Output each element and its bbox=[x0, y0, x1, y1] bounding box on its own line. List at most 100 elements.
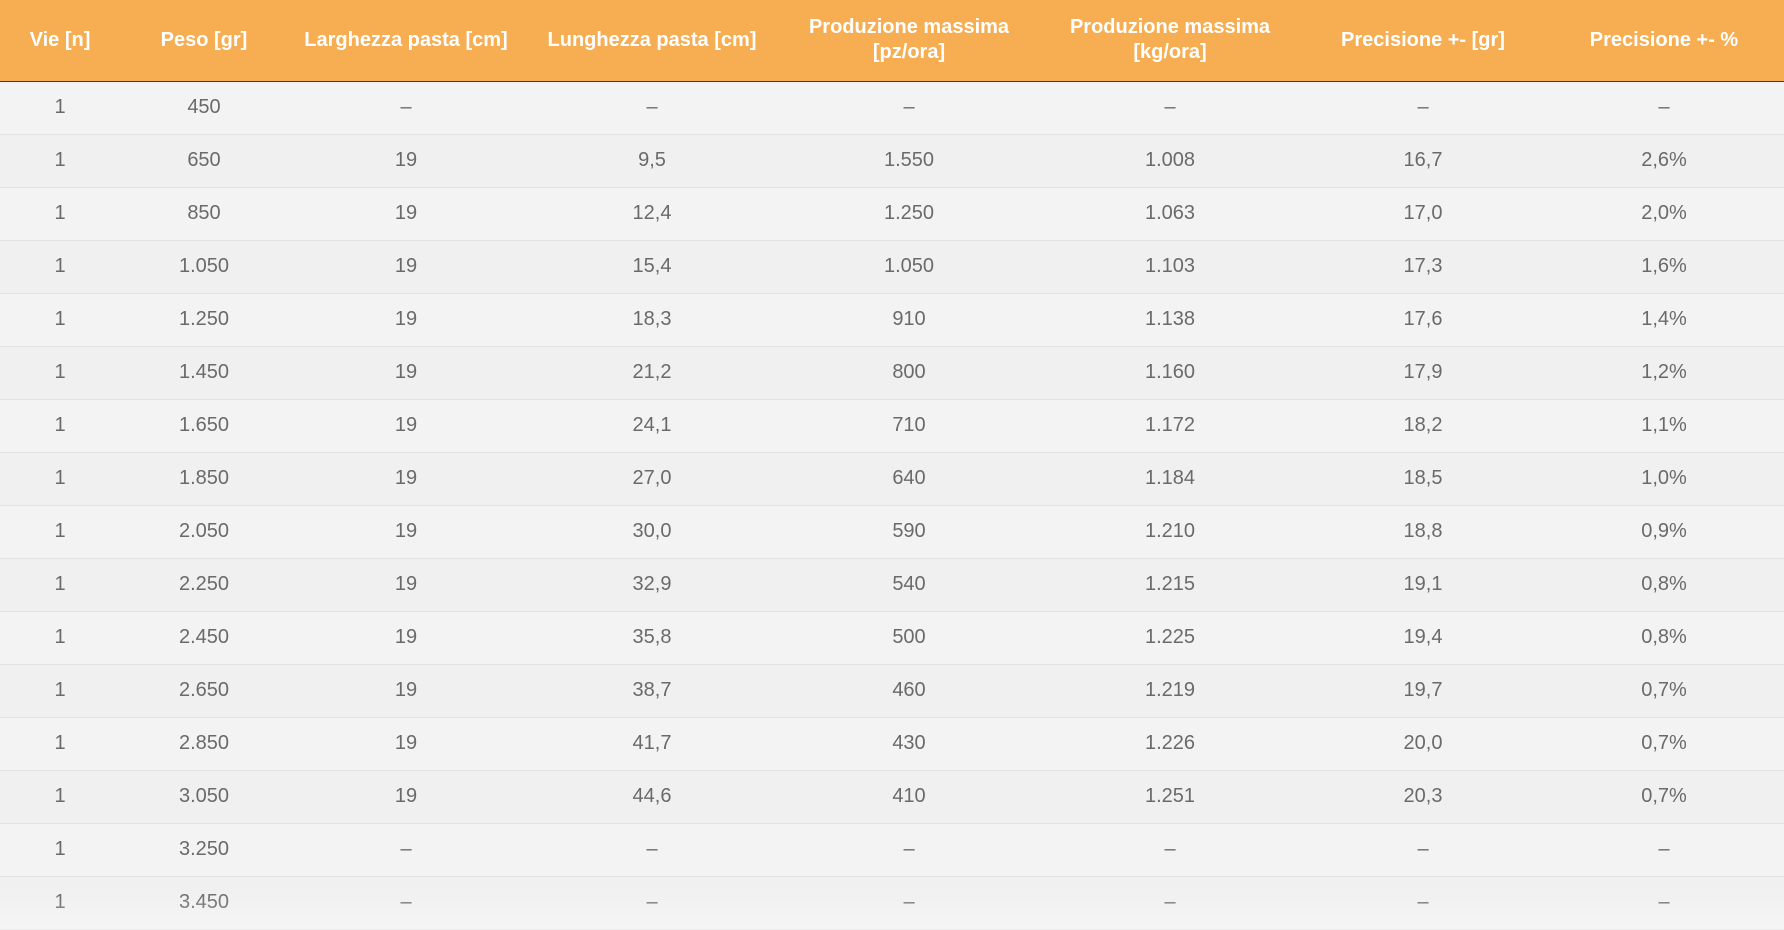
cell-produzione-kg: 1.225 bbox=[1038, 611, 1302, 665]
cell-precisione-pct: – bbox=[1544, 81, 1784, 135]
table-row: 1 1.850 19 27,0 640 1.184 18,5 1,0% bbox=[0, 452, 1784, 506]
cell-produzione-kg: 1.103 bbox=[1038, 240, 1302, 294]
cell-precisione-gr: – bbox=[1302, 876, 1544, 930]
cell-larghezza: 19 bbox=[288, 664, 524, 718]
column-header-produzione-pz: Produzione massima [pz/ora] bbox=[780, 0, 1038, 82]
cell-precisione-gr: 20,3 bbox=[1302, 770, 1544, 824]
cell-peso: 1.050 bbox=[120, 240, 288, 294]
cell-vie: 1 bbox=[0, 823, 120, 877]
cell-lunghezza: 32,9 bbox=[524, 558, 780, 612]
cell-peso: 1.650 bbox=[120, 399, 288, 453]
cell-produzione-kg: 1.210 bbox=[1038, 505, 1302, 559]
cell-produzione-pz: 910 bbox=[780, 293, 1038, 347]
cell-precisione-gr: 18,8 bbox=[1302, 505, 1544, 559]
cell-larghezza: 19 bbox=[288, 346, 524, 400]
cell-precisione-gr: 19,4 bbox=[1302, 611, 1544, 665]
cell-produzione-pz: – bbox=[780, 823, 1038, 877]
cell-peso: 850 bbox=[120, 187, 288, 241]
table-row: 1 1.050 19 15,4 1.050 1.103 17,3 1,6% bbox=[0, 240, 1784, 294]
cell-vie: 1 bbox=[0, 293, 120, 347]
cell-vie: 1 bbox=[0, 558, 120, 612]
cell-lunghezza: 41,7 bbox=[524, 717, 780, 771]
cell-lunghezza: 24,1 bbox=[524, 399, 780, 453]
cell-vie: 1 bbox=[0, 399, 120, 453]
cell-produzione-pz: 410 bbox=[780, 770, 1038, 824]
table-row: 1 1.650 19 24,1 710 1.172 18,2 1,1% bbox=[0, 399, 1784, 453]
cell-precisione-pct: 1,6% bbox=[1544, 240, 1784, 294]
cell-larghezza: 19 bbox=[288, 293, 524, 347]
cell-precisione-gr: 19,7 bbox=[1302, 664, 1544, 718]
cell-precisione-pct: 0,7% bbox=[1544, 770, 1784, 824]
table-row: 1 2.450 19 35,8 500 1.225 19,4 0,8% bbox=[0, 611, 1784, 665]
cell-peso: 2.650 bbox=[120, 664, 288, 718]
cell-precisione-gr: – bbox=[1302, 81, 1544, 135]
cell-produzione-kg: 1.251 bbox=[1038, 770, 1302, 824]
cell-precisione-pct: 0,8% bbox=[1544, 611, 1784, 665]
cell-precisione-pct: 0,7% bbox=[1544, 664, 1784, 718]
cell-larghezza: 19 bbox=[288, 558, 524, 612]
column-header-peso: Peso [gr] bbox=[120, 0, 288, 82]
cell-produzione-kg: 1.063 bbox=[1038, 187, 1302, 241]
cell-produzione-pz: 1.250 bbox=[780, 187, 1038, 241]
cell-peso: 650 bbox=[120, 134, 288, 188]
cell-precisione-pct: 1,4% bbox=[1544, 293, 1784, 347]
cell-precisione-gr: 17,6 bbox=[1302, 293, 1544, 347]
cell-peso: 2.450 bbox=[120, 611, 288, 665]
cell-peso: 3.050 bbox=[120, 770, 288, 824]
cell-lunghezza: 38,7 bbox=[524, 664, 780, 718]
cell-produzione-kg: – bbox=[1038, 81, 1302, 135]
column-header-produzione-kg: Produzione massima [kg/ora] bbox=[1038, 0, 1302, 82]
cell-produzione-pz: 500 bbox=[780, 611, 1038, 665]
table-row: 1 3.450– – – – – – bbox=[0, 876, 1784, 930]
cell-vie: 1 bbox=[0, 346, 120, 400]
cell-vie: 1 bbox=[0, 187, 120, 241]
cell-larghezza: 19 bbox=[288, 134, 524, 188]
cell-peso: 450 bbox=[120, 81, 288, 135]
table-row: 1 450– – – – – – bbox=[0, 81, 1784, 135]
cell-larghezza: 19 bbox=[288, 505, 524, 559]
cell-produzione-pz: 1.550 bbox=[780, 134, 1038, 188]
table-row: 1 2.250 19 32,9 540 1.215 19,1 0,8% bbox=[0, 558, 1784, 612]
cell-precisione-gr: 16,7 bbox=[1302, 134, 1544, 188]
cell-produzione-kg: 1.160 bbox=[1038, 346, 1302, 400]
cell-peso: 1.450 bbox=[120, 346, 288, 400]
cell-peso: 1.250 bbox=[120, 293, 288, 347]
table-row: 1 3.250– – – – – – bbox=[0, 823, 1784, 877]
cell-precisione-pct: 0,9% bbox=[1544, 505, 1784, 559]
cell-precisione-gr: 19,1 bbox=[1302, 558, 1544, 612]
table-row: 1 650 19 9,5 1.550 1.008 16,7 2,6% bbox=[0, 134, 1784, 188]
column-header-precisione-gr: Precisione +- [gr] bbox=[1302, 0, 1544, 82]
cell-vie: 1 bbox=[0, 134, 120, 188]
cell-larghezza: 19 bbox=[288, 452, 524, 506]
cell-larghezza: – bbox=[288, 823, 524, 877]
cell-peso: 2.850 bbox=[120, 717, 288, 771]
cell-precisione-pct: 2,6% bbox=[1544, 134, 1784, 188]
table-row: 1 1.450 19 21,2 800 1.160 17,9 1,2% bbox=[0, 346, 1784, 400]
cell-precisione-pct: – bbox=[1544, 876, 1784, 930]
cell-produzione-pz: 540 bbox=[780, 558, 1038, 612]
cell-precisione-gr: 17,0 bbox=[1302, 187, 1544, 241]
cell-lunghezza: 44,6 bbox=[524, 770, 780, 824]
cell-lunghezza: 9,5 bbox=[524, 134, 780, 188]
cell-precisione-pct: 0,8% bbox=[1544, 558, 1784, 612]
cell-precisione-gr: 18,5 bbox=[1302, 452, 1544, 506]
cell-produzione-pz: – bbox=[780, 81, 1038, 135]
cell-produzione-kg: 1.172 bbox=[1038, 399, 1302, 453]
cell-precisione-gr: 18,2 bbox=[1302, 399, 1544, 453]
cell-lunghezza: 18,3 bbox=[524, 293, 780, 347]
cell-produzione-kg: 1.219 bbox=[1038, 664, 1302, 718]
cell-produzione-kg: 1.008 bbox=[1038, 134, 1302, 188]
cell-vie: 1 bbox=[0, 664, 120, 718]
cell-vie: 1 bbox=[0, 611, 120, 665]
table-header: Vie [n] Peso [gr] Larghezza pasta [cm] L… bbox=[0, 0, 1784, 82]
cell-vie: 1 bbox=[0, 240, 120, 294]
cell-precisione-pct: 1,1% bbox=[1544, 399, 1784, 453]
cell-precisione-gr: – bbox=[1302, 823, 1544, 877]
cell-vie: 1 bbox=[0, 876, 120, 930]
cell-lunghezza: 21,2 bbox=[524, 346, 780, 400]
cell-peso: 3.450 bbox=[120, 876, 288, 930]
column-header-larghezza: Larghezza pasta [cm] bbox=[288, 0, 524, 82]
cell-lunghezza: – bbox=[524, 81, 780, 135]
